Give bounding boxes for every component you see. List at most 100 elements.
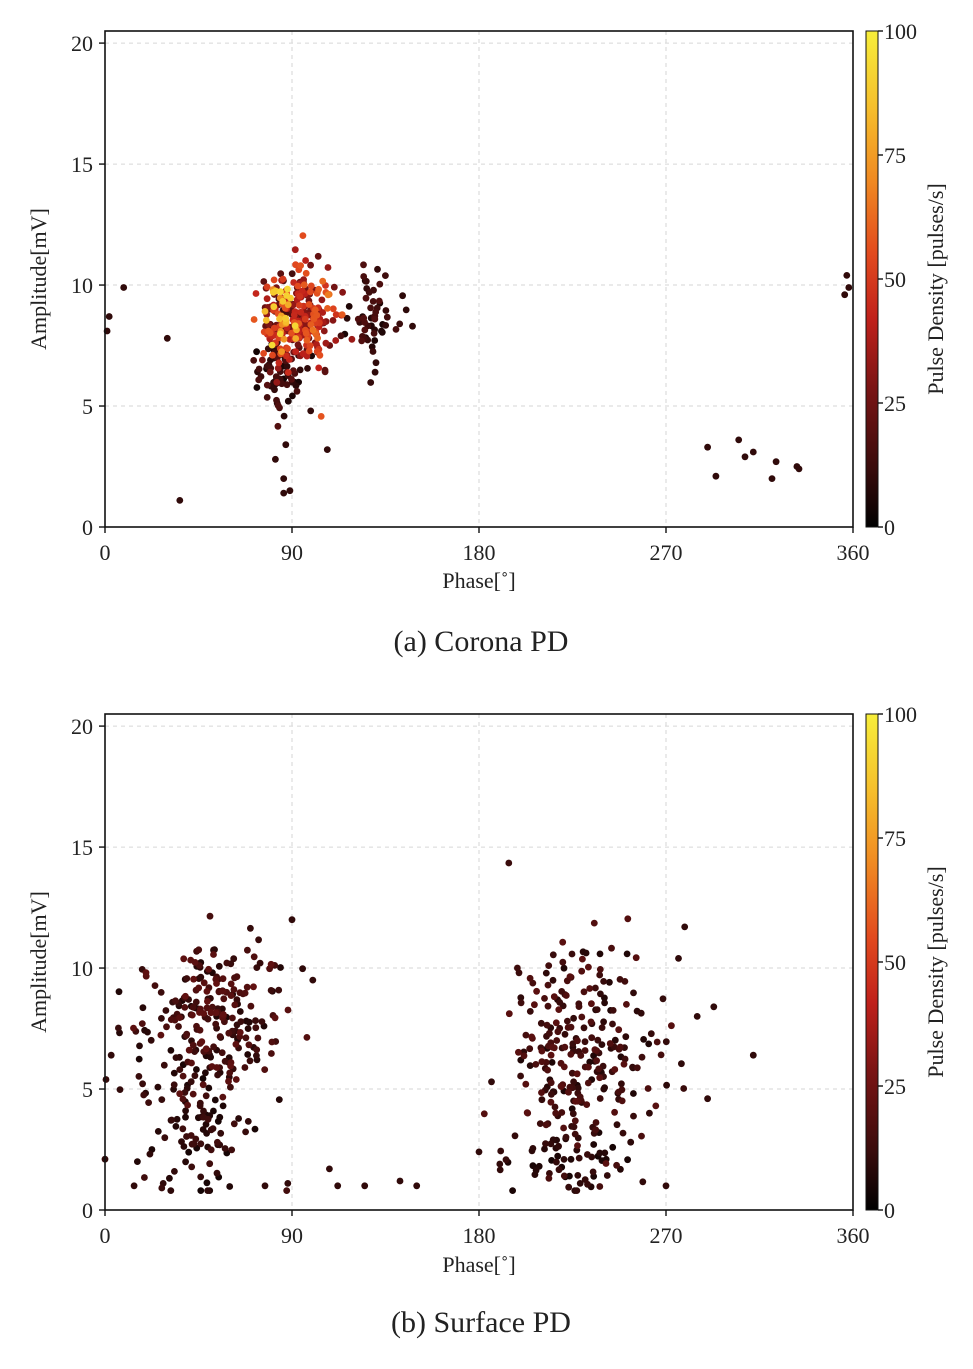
data-point [316,351,324,359]
data-point [606,1040,614,1047]
data-point [253,348,260,356]
data-point [317,413,325,420]
data-point [621,1055,629,1063]
data-point [581,1038,589,1046]
data-point [277,964,284,971]
data-point [565,1183,573,1191]
data-point [282,315,289,322]
data-point [301,315,309,323]
data-point [202,1121,210,1128]
data-point [151,982,159,989]
data-point [543,1021,551,1029]
data-point [141,1026,149,1034]
data-point [191,959,199,966]
data-point [244,946,251,954]
data-point [258,1018,266,1025]
data-point [219,987,227,995]
data-point [296,366,304,374]
data-point [367,379,375,386]
data-point [230,1120,238,1128]
data-point [680,1085,688,1092]
data-point [541,1145,548,1153]
data-point [553,1158,560,1166]
data-point [250,357,258,364]
data-point [517,999,525,1007]
data-point [209,1003,216,1011]
data-point [290,301,297,309]
data-point [295,302,303,309]
data-point [139,1080,147,1088]
data-point [593,1006,601,1013]
data-point [214,1138,221,1146]
data-point [608,944,615,952]
data-point [195,984,203,992]
data-point [582,949,590,957]
data-point [227,1062,235,1070]
data-point [552,1109,560,1117]
data-point [574,1172,582,1179]
data-point [250,983,257,991]
y-tick-label: 5 [82,1077,93,1102]
data-point [203,1179,211,1187]
data-point [596,1183,604,1190]
data-point [704,443,711,451]
data-point [345,303,353,310]
data-point [596,1149,604,1157]
data-point [157,1031,165,1039]
data-point [171,1168,178,1175]
data-point [226,1069,234,1077]
y-axis-label: Amplitude[mV] [26,891,51,1033]
data-point [284,397,292,405]
data-point [278,348,285,355]
data-point [560,1124,567,1132]
data-point [302,321,310,329]
data-point [567,1051,575,1058]
data-point [566,1083,574,1091]
data-point [583,1101,591,1108]
data-point [597,990,604,998]
data-point [227,1083,234,1091]
data-point [135,1055,143,1063]
x-tick-label: 0 [100,1223,111,1248]
data-point [189,1041,197,1049]
data-point [611,1066,619,1073]
data-point [304,365,311,372]
data-point [319,309,327,316]
data-point [624,915,632,923]
data-point [280,335,288,343]
data-point [219,1093,227,1101]
data-point [280,489,288,497]
data-point [297,308,305,316]
colorbar-tick-label: 25 [884,1074,906,1099]
data-point [659,995,667,1003]
data-point [588,1000,595,1008]
data-point [293,387,301,395]
data-point [372,308,380,316]
data-point [653,1038,661,1046]
data-point [606,978,613,986]
data-point [560,1156,568,1163]
data-point [574,1142,581,1149]
data-point [284,1180,292,1187]
data-point [221,1145,229,1152]
data-point [134,1158,141,1165]
data-point [284,369,292,376]
data-point [337,332,345,340]
data-point [382,307,390,314]
data-point [207,1053,215,1061]
data-point [255,365,263,373]
data-point [570,1014,577,1022]
data-point [795,465,803,473]
data-point [710,1003,718,1011]
data-point [227,992,235,999]
data-point [538,1096,546,1104]
data-point [210,1043,218,1051]
data-point [163,1023,170,1031]
data-point [236,1008,244,1015]
data-point [202,1045,210,1053]
data-point [309,326,317,334]
data-points [101,859,757,1194]
data-point [215,962,223,970]
data-point [182,1158,190,1166]
data-point [275,1096,283,1103]
